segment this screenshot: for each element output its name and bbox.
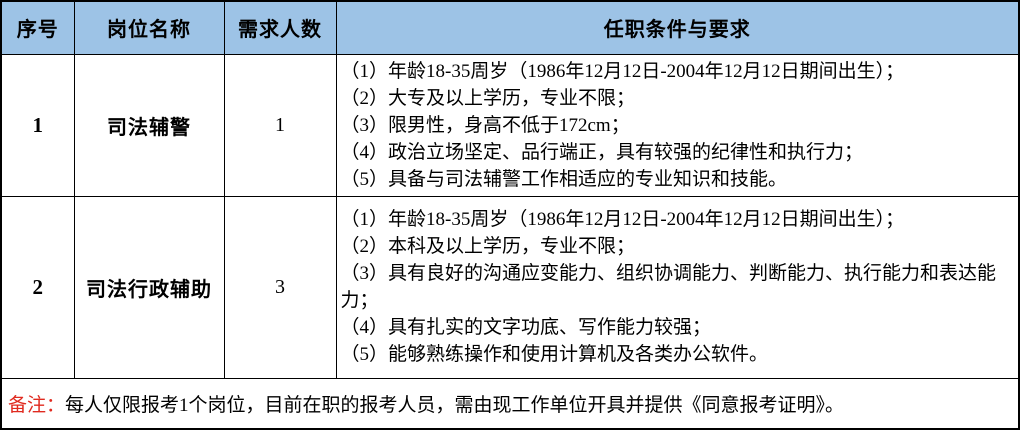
requirements-cell: （1）年龄18-35周岁（1986年12月12日-2004年12月12日期间出生…	[335, 53, 1020, 197]
table-row: 2 司法行政辅助 3 （1）年龄18-35周岁（1986年12月12日-2004…	[0, 195, 1020, 379]
requirement-item: （4）政治立场坚定、品行端正，具有较强的纪律性和执行力；	[340, 141, 864, 163]
requirement-item: （2）本科及以上学历，专业不限；	[340, 236, 636, 257]
header-row: 序号 岗位名称 需求人数 任职条件与要求	[0, 0, 1020, 55]
requirement-item: （3）具有良好的沟通应变能力、组织协调能力、判断能力、执行能力和表达能力；	[340, 263, 997, 311]
note-row: 备注：每人仅限报考1个岗位，目前在职的报考人员，需由现工作单位开具并提供《同意报…	[0, 377, 1020, 430]
requirement-item: （5）能够熟练操作和使用计算机及各类办公软件。	[340, 344, 769, 365]
requirements-cell: （1）年龄18-35周岁（1986年12月12日-2004年12月12日期间出生…	[335, 195, 1020, 379]
column-header-position: 岗位名称	[73, 0, 225, 55]
requirement-item: （2）大专及以上学历，专业不限；	[340, 87, 636, 109]
column-header-headcount: 需求人数	[223, 0, 337, 55]
table-row: 1 司法辅警 1 （1）年龄18-35周岁（1986年12月12日-2004年1…	[0, 53, 1020, 197]
requirement-item: （3）限男性，身高不低于172cm；	[340, 114, 630, 136]
requirement-item: （1）年龄18-35周岁（1986年12月12日-2004年12月12日期间出生…	[340, 209, 905, 230]
column-header-requirements: 任职条件与要求	[335, 0, 1020, 55]
headcount-value: 1	[223, 53, 337, 197]
row-number: 1	[0, 53, 75, 197]
headcount-value: 3	[223, 195, 337, 379]
column-header-no: 序号	[0, 0, 75, 55]
note-text: 每人仅限报考1个岗位，目前在职的报考人员，需由现工作单位开具并提供《同意报考证明…	[65, 394, 845, 416]
requirement-item: （1）年龄18-35周岁（1986年12月12日-2004年12月12日期间出生…	[340, 60, 905, 82]
position-name: 司法辅警	[73, 53, 225, 197]
requirement-item: （5）具备与司法辅警工作相适应的专业知识和技能。	[340, 168, 788, 190]
row-number: 2	[0, 195, 75, 379]
note-cell: 备注：每人仅限报考1个岗位，目前在职的报考人员，需由现工作单位开具并提供《同意报…	[0, 377, 1020, 430]
position-name: 司法行政辅助	[73, 195, 225, 379]
requirement-item: （4）具有扎实的文字功底、写作能力较强；	[340, 317, 712, 338]
note-label: 备注：	[8, 394, 66, 416]
